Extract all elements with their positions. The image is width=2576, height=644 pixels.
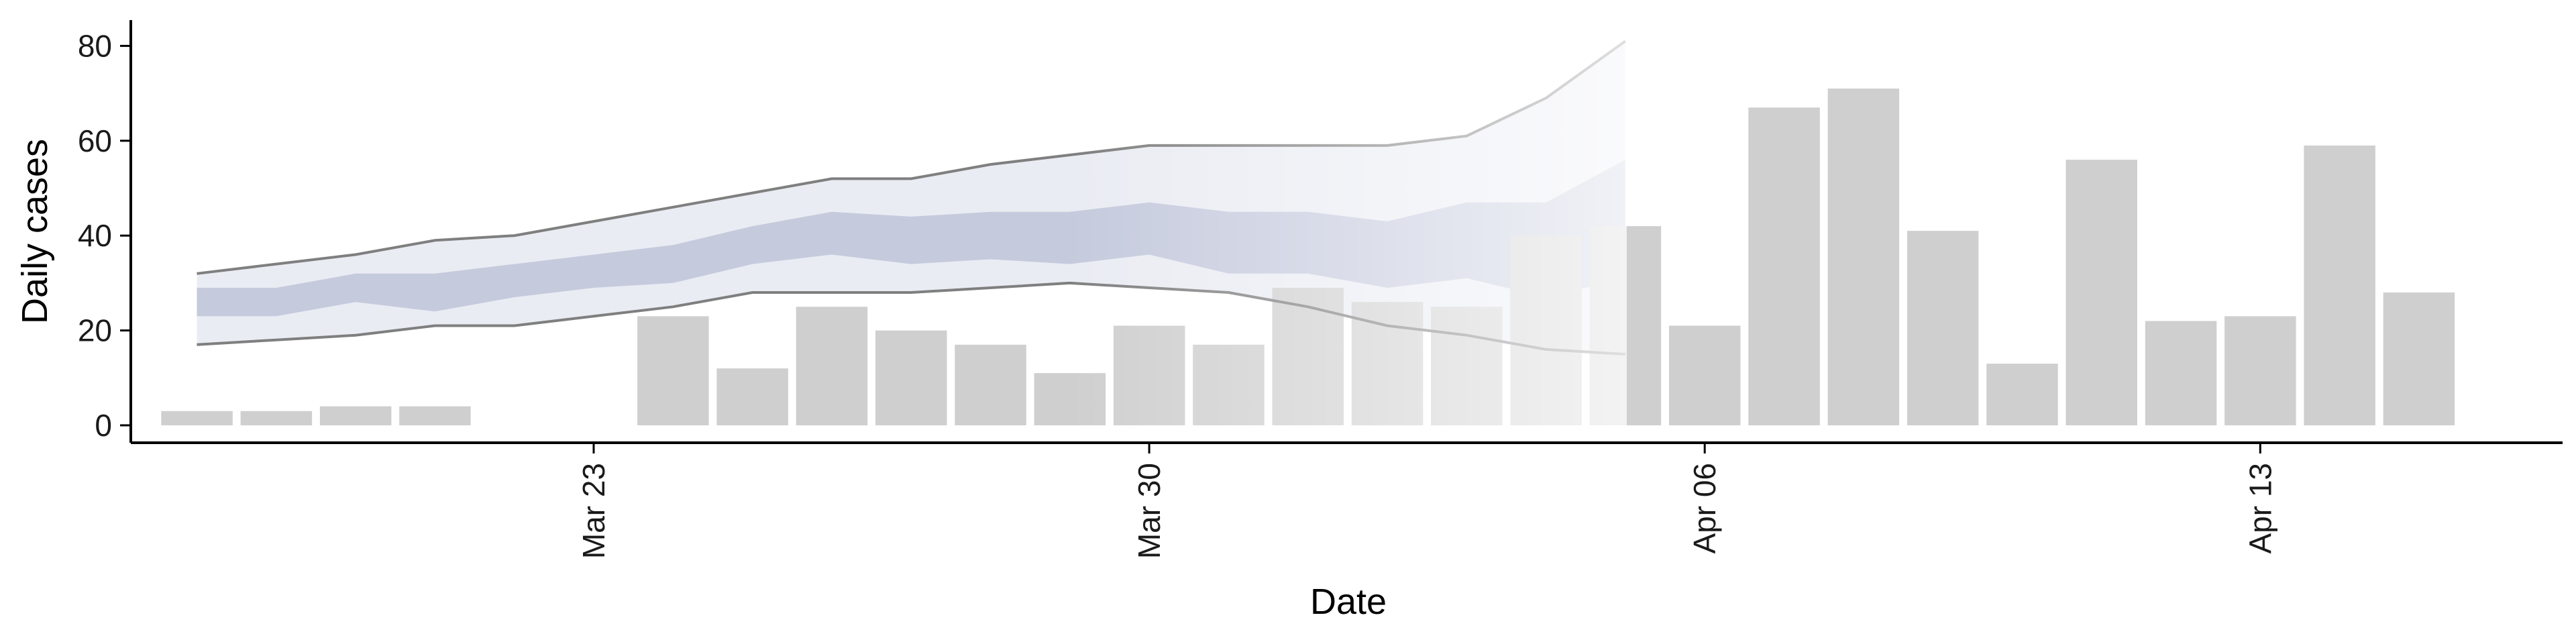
y-tick-label: 60 xyxy=(78,123,112,158)
axes xyxy=(120,20,2563,453)
case-bar xyxy=(955,344,1026,425)
case-bar xyxy=(637,316,709,425)
x-tick-label: Mar 23 xyxy=(576,463,611,559)
band-50 xyxy=(197,160,1625,317)
case-bar xyxy=(1669,325,1741,425)
case-bar xyxy=(2304,145,2375,425)
x-tick-label: Apr 06 xyxy=(1687,463,1722,554)
case-bar xyxy=(716,368,788,425)
case-bar xyxy=(240,411,313,425)
case-bar xyxy=(1907,231,1979,425)
case-bar xyxy=(2383,292,2455,425)
case-bar xyxy=(1827,89,1900,425)
x-tick-label: Apr 13 xyxy=(2243,463,2277,554)
case-bar xyxy=(2224,316,2296,425)
y-tick-label: 80 xyxy=(78,28,112,63)
y-tick-label: 0 xyxy=(95,408,112,443)
fade-overlay xyxy=(1069,20,1627,439)
case-bar xyxy=(796,307,868,426)
case-bar xyxy=(399,406,471,425)
case-bar xyxy=(1986,364,2058,425)
tick-labels: 0 20 40 60 80 Mar 23 Mar 30 Apr 06 Apr 13 xyxy=(78,28,2277,559)
case-bar xyxy=(875,330,947,425)
y-axis-title: Daily cases xyxy=(15,139,55,324)
recent-fade xyxy=(1069,20,1627,439)
case-bar xyxy=(2065,160,2137,425)
case-bar xyxy=(1748,107,1820,426)
y-tick-label: 20 xyxy=(78,313,112,348)
case-bar xyxy=(2145,321,2217,425)
case-bar xyxy=(319,406,392,425)
x-axis-title: Date xyxy=(1310,582,1387,622)
y-tick-label: 40 xyxy=(78,218,112,253)
x-tick-label: Mar 30 xyxy=(1132,463,1167,559)
case-bar xyxy=(161,411,233,425)
